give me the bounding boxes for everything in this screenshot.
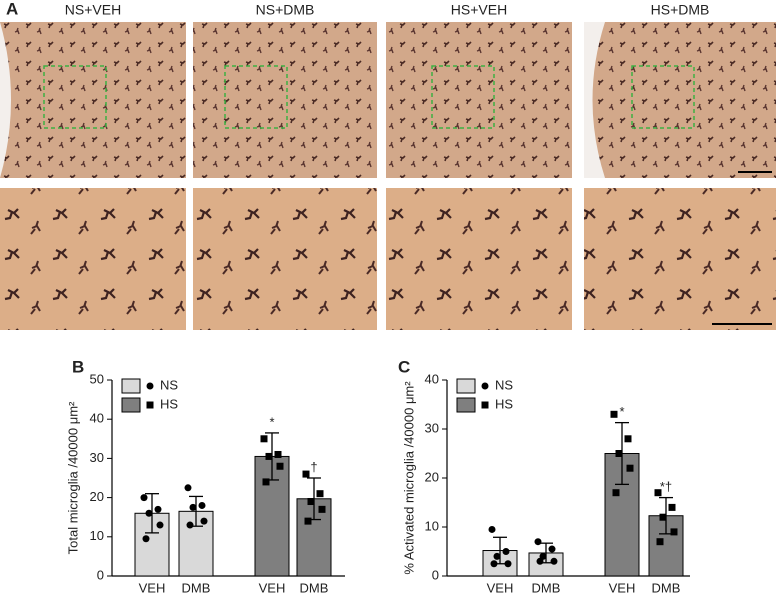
x-tick-label: DMB — [300, 580, 329, 595]
data-point — [154, 505, 162, 513]
data-point — [200, 517, 208, 525]
data-point — [265, 452, 273, 460]
y-tick-label: 20 — [425, 469, 439, 484]
data-point — [302, 470, 310, 478]
significance-mark: *† — [660, 479, 672, 494]
x-tick-label: DMB — [532, 580, 561, 595]
data-point — [615, 450, 623, 457]
data-point — [142, 535, 150, 543]
legend-label: NS — [495, 377, 513, 392]
significance-mark: † — [310, 459, 317, 474]
x-tick-label: VEH — [609, 580, 636, 595]
y-tick-label: 40 — [425, 371, 439, 386]
data-point — [624, 435, 632, 443]
y-tick-label: 10 — [425, 518, 439, 533]
legend-label: NS — [160, 377, 178, 392]
data-point — [276, 462, 284, 470]
data-point — [186, 521, 194, 529]
panel-label: C — [398, 357, 410, 376]
data-point — [304, 517, 312, 525]
data-point — [548, 545, 556, 553]
data-point — [189, 503, 197, 511]
panel-label: A — [6, 0, 18, 18]
micrograph — [584, 22, 776, 178]
tissue-edge — [584, 22, 605, 178]
x-tick-label: DMB — [182, 580, 211, 595]
column-header: NS+DMB — [256, 2, 315, 18]
data-point — [262, 478, 270, 486]
micrograph-panel — [0, 22, 776, 330]
y-tick-label: 20 — [90, 489, 104, 504]
data-point — [612, 489, 620, 497]
legend-swatch — [121, 397, 141, 413]
data-point — [504, 560, 512, 568]
data-point — [534, 538, 542, 546]
micrograph — [584, 188, 776, 330]
data-point — [145, 509, 153, 517]
x-tick-label: VEH — [259, 580, 286, 595]
legend-marker — [146, 401, 154, 409]
data-point — [659, 513, 667, 521]
y-tick-label: 30 — [425, 420, 439, 435]
data-point — [156, 521, 164, 529]
data-point — [488, 525, 496, 533]
legend-swatch — [121, 378, 141, 394]
data-point — [493, 552, 501, 560]
micrograph — [193, 188, 377, 330]
legend-swatch — [456, 378, 476, 394]
data-point — [550, 557, 558, 565]
data-point — [626, 464, 634, 472]
panel-label: B — [72, 357, 84, 376]
legend-label: HS — [495, 396, 513, 411]
micrograph — [193, 22, 377, 178]
data-point — [274, 450, 282, 458]
zoom-box — [224, 65, 288, 129]
data-point — [502, 548, 510, 555]
y-tick-label: 0 — [432, 567, 439, 582]
data-point — [198, 501, 206, 509]
legend-marker — [481, 401, 489, 409]
data-point — [184, 484, 192, 492]
y-axis-label: % Activated microglia /40000 μm² — [401, 381, 416, 575]
data-point — [490, 560, 498, 568]
data-point — [668, 503, 676, 511]
column-header: HS+VEH — [451, 2, 507, 18]
data-point — [654, 489, 662, 497]
significance-mark: * — [269, 414, 274, 429]
zoom-box — [631, 65, 695, 129]
micrograph — [0, 188, 186, 330]
data-point — [536, 557, 544, 565]
data-point — [307, 498, 315, 506]
y-axis-label: Total microglia /40000 μm² — [65, 401, 80, 554]
significance-mark: * — [619, 404, 624, 419]
data-point — [610, 410, 618, 418]
legend-marker — [481, 382, 489, 390]
data-point — [670, 528, 678, 536]
zoom-box — [43, 65, 107, 129]
y-tick-label: 0 — [97, 567, 104, 582]
column-header: NS+VEH — [65, 2, 121, 18]
data-point — [140, 494, 148, 502]
data-point — [318, 505, 326, 513]
y-tick-label: 40 — [90, 411, 104, 426]
legend-swatch — [456, 397, 476, 413]
data-point — [260, 435, 268, 443]
y-tick-label: 50 — [90, 371, 104, 386]
tissue-edge — [0, 22, 11, 178]
micrograph — [386, 188, 572, 330]
legend-label: HS — [160, 396, 178, 411]
legend-marker — [146, 382, 154, 390]
micrograph — [386, 22, 572, 178]
data-point — [316, 490, 324, 498]
column-header: HS+DMB — [651, 2, 710, 18]
x-tick-label: VEH — [139, 580, 166, 595]
zoom-box — [431, 65, 495, 129]
y-tick-label: 30 — [90, 450, 104, 465]
x-tick-label: VEH — [487, 580, 514, 595]
y-tick-label: 10 — [90, 528, 104, 543]
data-point — [656, 538, 664, 546]
micrograph — [0, 22, 186, 178]
x-tick-label: DMB — [652, 580, 681, 595]
